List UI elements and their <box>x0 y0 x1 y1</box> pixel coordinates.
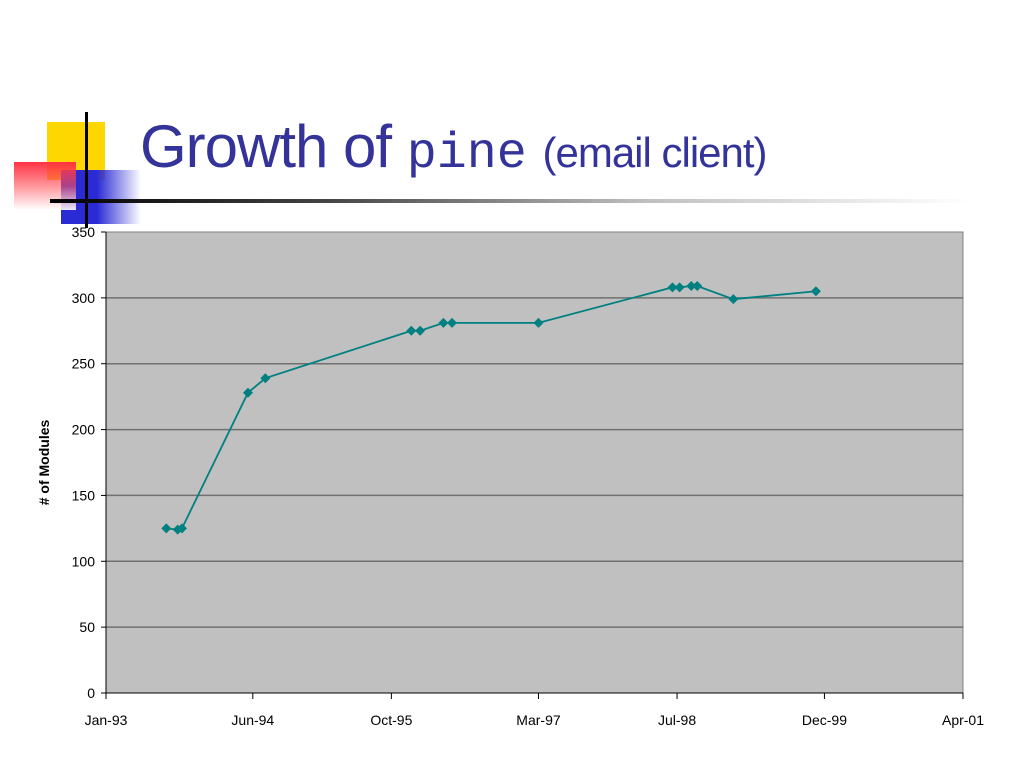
data-point <box>438 317 449 328</box>
data-point <box>242 387 253 398</box>
data-point <box>260 373 271 384</box>
data-point <box>728 294 739 305</box>
x-tick-label: Dec-99 <box>802 712 847 728</box>
data-point <box>161 523 172 534</box>
y-axis-label: # of Modules <box>36 420 52 506</box>
x-tick-label: Apr-01 <box>942 712 984 728</box>
y-tick-label: 250 <box>72 356 96 372</box>
y-tick-label: 150 <box>72 487 96 503</box>
data-point <box>686 281 697 292</box>
x-tick-label: Jul-98 <box>658 712 696 728</box>
x-tick-label: Jan-93 <box>85 712 128 728</box>
plot-area <box>105 231 964 694</box>
title-code: pine <box>406 126 527 183</box>
slide-title: Growth of pine (email client) <box>140 112 768 183</box>
y-tick-label: 300 <box>72 290 96 306</box>
x-tick-label: Jun-94 <box>231 712 274 728</box>
data-point <box>692 281 703 292</box>
data-point <box>415 325 426 336</box>
decor-title-rule <box>50 199 970 203</box>
title-suffix: (email client) <box>542 129 767 176</box>
data-point <box>406 325 417 336</box>
y-tick-label: 0 <box>87 685 95 701</box>
decor-vertical-line <box>85 112 88 228</box>
y-tick-label: 50 <box>79 619 95 635</box>
y-tick-label: 100 <box>72 553 96 569</box>
data-point <box>810 286 821 297</box>
x-tick-label: Mar-97 <box>516 712 561 728</box>
y-tick-label: 350 <box>72 224 96 240</box>
x-tick-label: Oct-95 <box>370 712 412 728</box>
data-point <box>533 317 544 328</box>
y-tick-label: 200 <box>72 422 96 438</box>
title-main: Growth of <box>140 113 392 180</box>
data-point <box>176 523 187 534</box>
data-point <box>667 282 678 293</box>
data-point <box>446 317 457 328</box>
data-point <box>674 282 685 293</box>
